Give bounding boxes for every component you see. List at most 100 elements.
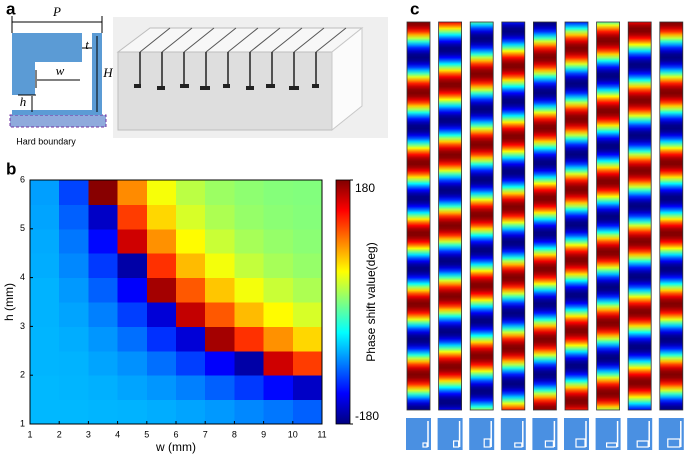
heatmap-cell	[88, 228, 119, 254]
heatmap-cell	[292, 350, 323, 376]
heatmap-cell	[234, 253, 265, 279]
heatmap-cell	[263, 204, 294, 230]
heatmap-cell	[117, 228, 148, 254]
heatmap-cell	[234, 277, 265, 303]
heatmap-cell	[263, 253, 294, 279]
label-h-big: H	[102, 65, 113, 80]
heatmap-cell	[30, 375, 60, 401]
heatmap-cell	[176, 277, 206, 303]
heatmap-cell	[205, 277, 235, 303]
panel-label: b	[6, 159, 16, 178]
heatmap-cell	[117, 350, 148, 376]
slit-top	[271, 27, 303, 53]
heatmap-cell	[292, 204, 323, 230]
x-tick-label: 4	[115, 429, 120, 439]
base	[12, 110, 102, 115]
heatmap-cell	[205, 228, 235, 254]
heatmap-cell	[263, 277, 294, 303]
heatmap-cell	[59, 253, 89, 279]
heatmap-cell	[88, 204, 119, 230]
heatmap-cell	[30, 277, 60, 303]
field-column	[501, 21, 526, 411]
heatmap-cell	[176, 204, 206, 230]
heatmap-cell	[117, 180, 148, 205]
label-w: w	[56, 63, 65, 78]
dimension-lines	[11, 16, 103, 112]
heatmap-cell	[30, 399, 60, 425]
heatmap-cell	[263, 228, 294, 254]
block-side	[331, 26, 363, 132]
heatmap-cell	[88, 277, 119, 303]
slit-top	[315, 27, 347, 53]
heatmap-cell	[263, 350, 294, 376]
heatmap-cell	[292, 277, 323, 303]
heatmap-cell	[59, 326, 89, 352]
heatmap-cell	[88, 350, 119, 376]
heatmap-cell	[59, 350, 89, 376]
cell-icon-notch	[575, 438, 586, 448]
heatmap-cell	[30, 302, 60, 327]
colorbar-tick-label: -180	[355, 409, 379, 423]
heatmap-cell	[30, 228, 60, 254]
heatmap-cell	[205, 399, 235, 425]
heatmap-cell	[176, 350, 206, 376]
cell-icon-notch	[667, 438, 681, 448]
heatmap-cell	[176, 399, 206, 425]
heatmap-cell	[292, 180, 323, 205]
cell-icon-notch	[605, 442, 618, 448]
heatmap-cell	[292, 375, 323, 401]
heatmap-cell	[30, 253, 60, 279]
heatmap-cell	[88, 375, 119, 401]
heatmap-cell	[117, 204, 148, 230]
y-tick-label: 3	[20, 321, 25, 331]
slit-notch	[200, 86, 210, 90]
x-tick-label: 7	[203, 429, 208, 439]
left-wall	[12, 33, 35, 95]
heatmap-cell	[176, 228, 206, 254]
colorbar-label: Phase shift value(deg)	[364, 242, 378, 361]
heatmap-cell	[263, 399, 294, 425]
heatmap-cell	[292, 302, 323, 327]
panel-label: c	[410, 0, 419, 18]
slit-top	[249, 27, 281, 53]
heatmap-cell	[59, 375, 89, 401]
heatmap-cell	[205, 204, 235, 230]
field-column	[564, 21, 589, 411]
heatmap-cell	[263, 326, 294, 352]
heatmap-cell	[234, 180, 265, 205]
slit-notch	[180, 84, 189, 88]
heatmap-cell	[59, 180, 89, 205]
heatmap-cell	[292, 399, 323, 425]
heatmap-cell	[176, 302, 206, 327]
label-t: t	[85, 37, 89, 52]
x-tick-label: 11	[317, 429, 326, 439]
heatmap-cell	[146, 228, 177, 254]
x-tick-label: 2	[57, 429, 62, 439]
heatmap-cell	[205, 375, 235, 401]
heatmap-cell	[117, 399, 148, 425]
y-axis-label: h (mm)	[2, 283, 16, 321]
cell-icon-notch	[453, 440, 460, 448]
x-tick-label: 10	[288, 429, 298, 439]
heatmap-cell	[88, 399, 119, 425]
heatmap-cell	[146, 277, 177, 303]
heatmap-cell	[146, 302, 177, 327]
heatmap-cell	[205, 350, 235, 376]
heatmap-cell	[234, 204, 265, 230]
heatmap-cell	[263, 180, 294, 205]
slit-top	[293, 27, 325, 53]
cell-icon-notch	[636, 440, 649, 448]
heatmap-cell	[59, 277, 89, 303]
heatmap-cell	[205, 253, 235, 279]
y-tick-label: 1	[20, 418, 25, 428]
heatmap-cell	[263, 302, 294, 327]
slit-notch	[266, 84, 275, 88]
cell-icon-notch	[483, 438, 491, 448]
panel-label: a	[6, 0, 16, 18]
heatmap-cell	[30, 326, 60, 352]
heatmap-cell	[146, 375, 177, 401]
heatmap-cell	[263, 375, 294, 401]
heatmap-cell	[30, 204, 60, 230]
render-3d	[113, 17, 388, 138]
